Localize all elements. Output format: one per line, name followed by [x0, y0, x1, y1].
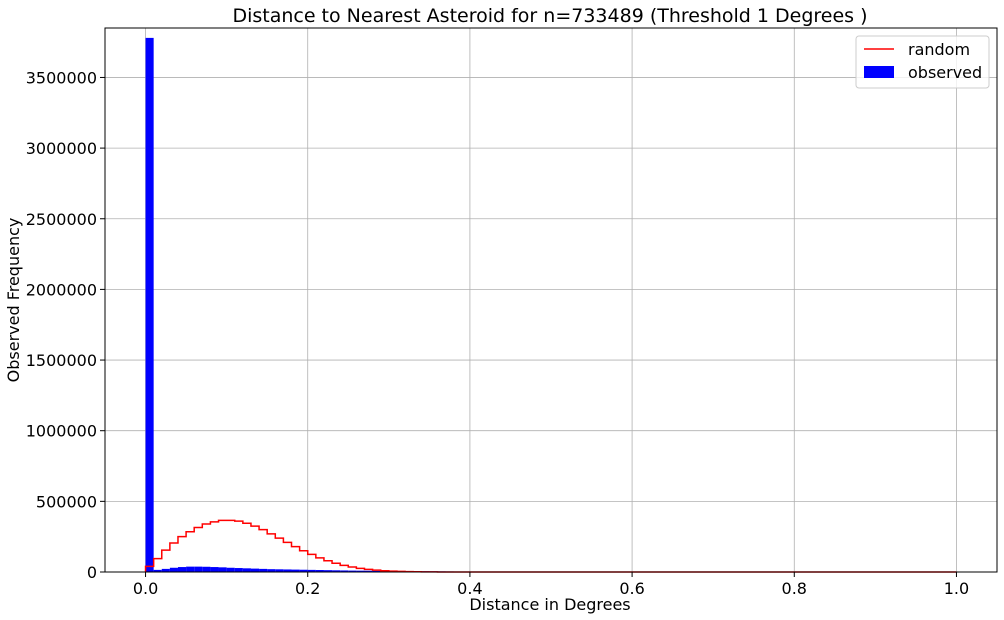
observed-bar — [315, 570, 324, 572]
observed-bar — [218, 567, 227, 572]
y-tick-label: 2000000 — [26, 280, 97, 299]
y-ticks: 0 500000 1000000 1500000 2000000 2500000 30000… — [26, 68, 105, 582]
observed-bar — [307, 569, 316, 572]
observed-bar — [356, 570, 365, 572]
legend-observed-swatch — [864, 66, 894, 78]
observed-bar — [186, 566, 195, 572]
observed-bar — [161, 568, 170, 572]
y-tick-label: 1000000 — [26, 422, 97, 441]
y-tick-label: 3500000 — [26, 68, 97, 87]
random-series-line — [144, 519, 957, 573]
x-tick-label: 0.0 — [133, 579, 158, 598]
observed-bar — [372, 570, 381, 572]
observed-bar — [299, 569, 308, 572]
y-tick-label: 500000 — [36, 492, 97, 511]
observed-bar — [202, 566, 211, 572]
observed-bar — [242, 568, 251, 572]
legend: random observed — [855, 35, 990, 89]
x-tick-label: 1.0 — [944, 579, 969, 598]
observed-bar — [153, 569, 162, 572]
y-tick-label: 1500000 — [26, 351, 97, 370]
plot-frame — [104, 27, 998, 573]
observed-bar — [340, 570, 349, 572]
observed-bar — [234, 568, 243, 572]
chart-title: Distance to Nearest Asteroid for n=73348… — [232, 5, 867, 27]
grid — [105, 28, 997, 573]
observed-bar — [267, 569, 276, 572]
y-tick-label: 0 — [87, 563, 97, 582]
y-tick-label: 3000000 — [26, 139, 97, 158]
observed-bar — [250, 568, 260, 572]
observed-bar — [259, 568, 268, 572]
x-tick-label: 0.2 — [295, 579, 320, 598]
observed-bars — [145, 37, 462, 572]
y-tick-label: 2500000 — [26, 210, 97, 229]
legend-observed-label: observed — [908, 63, 982, 82]
observed-bar — [275, 569, 284, 572]
observed-bar — [323, 570, 333, 572]
observed-bar — [145, 37, 154, 572]
x-tick-label: 0.6 — [619, 579, 644, 598]
observed-bar — [348, 570, 357, 572]
observed-bar — [226, 567, 235, 572]
observed-bar — [283, 569, 292, 572]
observed-bar — [169, 567, 178, 572]
observed-bar — [177, 567, 187, 572]
observed-bar — [332, 570, 341, 572]
observed-bar — [291, 569, 300, 572]
observed-bar — [364, 570, 373, 572]
x-tick-label: 0.8 — [782, 579, 807, 598]
y-axis-label: Observed Frequency — [4, 218, 23, 383]
x-axis-label: Distance in Degrees — [469, 595, 630, 614]
legend-random-label: random — [908, 40, 970, 59]
x-ticks: 0.0 0.2 0.4 0.6 0.8 1.0 — [133, 572, 969, 598]
observed-bar — [194, 566, 203, 572]
observed-bar — [210, 567, 219, 572]
x-tick-label: 0.4 — [457, 579, 482, 598]
